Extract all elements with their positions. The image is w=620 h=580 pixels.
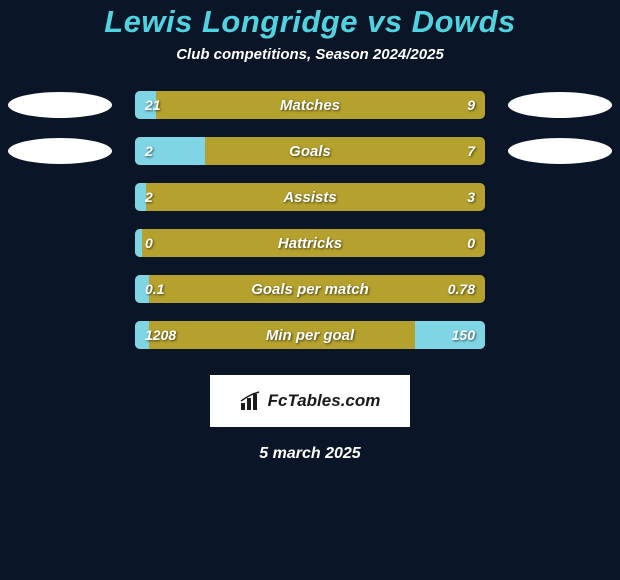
stat-label: Goals per match [135, 275, 485, 303]
stat-bar: 0.10.78Goals per match [135, 275, 485, 303]
stats-container: 219Matches 27Goals 23Assists 00Hattricks 0.1… [0, 91, 620, 367]
stat-bar: 219Matches [135, 91, 485, 119]
bar-chart-icon [240, 391, 264, 411]
stat-row: 0.10.78Goals per match [0, 275, 620, 303]
stat-label: Goals [135, 137, 485, 165]
stat-bar: 00Hattricks [135, 229, 485, 257]
stat-row: 1208150Min per goal [0, 321, 620, 349]
stat-label: Matches [135, 91, 485, 119]
stat-row: 27Goals [0, 137, 620, 165]
stat-row: 23Assists [0, 183, 620, 211]
stat-label: Assists [135, 183, 485, 211]
player-right-disc [508, 92, 612, 118]
stat-bar: 23Assists [135, 183, 485, 211]
date-text: 5 march 2025 [259, 445, 360, 463]
page-title: Lewis Longridge vs Dowds [104, 4, 516, 40]
logo-text: FcTables.com [268, 391, 381, 411]
stat-label: Hattricks [135, 229, 485, 257]
player-left-disc [8, 138, 112, 164]
stat-row: 00Hattricks [0, 229, 620, 257]
stat-bar: 1208150Min per goal [135, 321, 485, 349]
stat-row: 219Matches [0, 91, 620, 119]
fctables-logo: FcTables.com [240, 391, 381, 411]
logo-box: FcTables.com [210, 375, 410, 427]
player-right-disc [508, 138, 612, 164]
player-left-disc [8, 92, 112, 118]
stat-bar: 27Goals [135, 137, 485, 165]
stat-label: Min per goal [135, 321, 485, 349]
subtitle: Club competitions, Season 2024/2025 [176, 46, 444, 63]
